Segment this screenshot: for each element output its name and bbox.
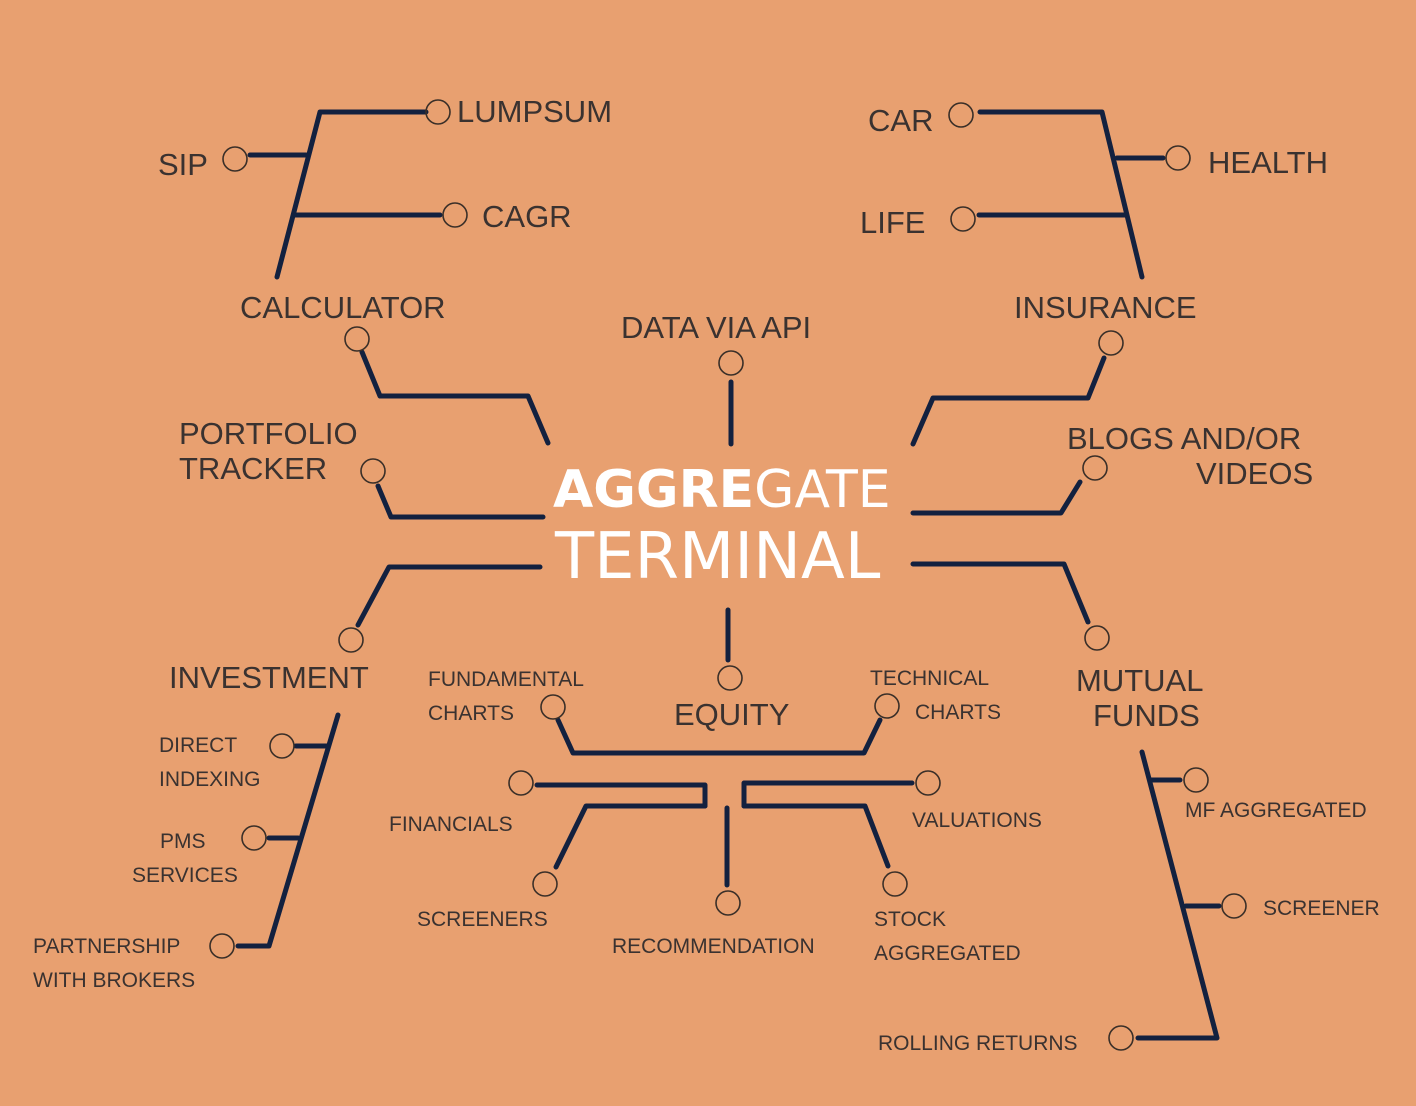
technical-charts-node (874, 693, 900, 719)
financials-label: FINANCIALS (389, 813, 513, 836)
valuations-label: VALUATIONS (912, 809, 1042, 832)
mutual-funds-node (1084, 625, 1110, 651)
portfolio-tracker-branch: PORTFOLIO TRACKER (179, 416, 546, 520)
life-label: LIFE (860, 205, 925, 240)
direct-indexing-label-2: INDEXING (159, 768, 261, 791)
partnership-node (209, 933, 235, 959)
investment-node (338, 627, 364, 653)
fundamental-charts-label-1: FUNDAMENTAL (428, 668, 584, 691)
equity-node (717, 665, 743, 691)
title-line-2: TERMINAL (554, 520, 881, 594)
sip-node (222, 146, 248, 172)
pms-services-label-1: PMS (160, 830, 206, 853)
mutual-funds-label-1: MUTUAL (1076, 663, 1203, 698)
financials-node (508, 770, 534, 796)
car-label: CAR (868, 103, 933, 138)
equity-branch: EQUITY FUNDAMENTAL CHARTS TECHNICAL CHAR… (389, 607, 1042, 965)
financials-connector (534, 782, 708, 809)
health-label: HEALTH (1208, 145, 1328, 180)
calculator-branch: CALCULATOR LUMPSUM SIP CAGR (158, 94, 612, 446)
valuations-connector (741, 780, 915, 809)
mf-aggregated-label: MF AGGREGATED (1185, 799, 1367, 822)
screener-label: SCREENER (1263, 897, 1380, 920)
blogs-videos-connector (910, 479, 1083, 516)
lumpsum-label: LUMPSUM (457, 94, 612, 129)
investment-connector (355, 564, 543, 628)
mutual-funds-stem (1135, 749, 1220, 1041)
rolling-returns-node (1108, 1025, 1134, 1051)
mutual-funds-connector (910, 561, 1091, 625)
pms-services-node (241, 825, 267, 851)
title-line-1: AGGREGATE (553, 460, 891, 520)
valuations-node (915, 770, 941, 796)
car-node (948, 102, 974, 128)
stock-aggregated-label-2: AGGREGATED (874, 942, 1021, 965)
stock-aggregated-label-1: STOCK (874, 908, 946, 931)
blogs-videos-label-1: BLOGS AND/OR (1067, 421, 1301, 456)
partnership-label-2: WITH BROKERS (33, 969, 195, 992)
rolling-returns-label: ROLLING RETURNS (878, 1032, 1078, 1055)
data-via-api-node (718, 350, 744, 376)
mutual-funds-label-2: FUNDS (1093, 698, 1200, 733)
mf-aggregated-node (1183, 767, 1209, 793)
technical-charts-label-2: CHARTS (915, 701, 1001, 724)
direct-indexing-label-1: DIRECT (159, 734, 237, 757)
blogs-videos-label-2: VIDEOS (1196, 456, 1313, 491)
insurance-label: INSURANCE (1014, 290, 1197, 325)
center-title: AGGREGATE TERMINAL (553, 460, 891, 594)
blogs-videos-branch: BLOGS AND/OR VIDEOS (910, 421, 1313, 516)
screener-node (1221, 893, 1247, 919)
portfolio-tracker-node (360, 458, 386, 484)
recommendation-node (715, 890, 741, 916)
insurance-branch: INSURANCE CAR HEALTH LIFE (860, 102, 1328, 447)
fundamental-charts-node (540, 694, 566, 720)
title-light-part: GATE (754, 460, 890, 520)
data-via-api-branch: DATA VIA API (621, 310, 811, 447)
fundamental-charts-label-2: CHARTS (428, 702, 514, 725)
portfolio-tracker-label-2: TRACKER (179, 451, 327, 486)
life-node (950, 206, 976, 232)
recommendation-label: RECOMMENDATION (612, 935, 815, 958)
investment-stem (235, 712, 341, 949)
health-node (1165, 145, 1191, 171)
screeners-connector (553, 803, 708, 870)
screeners-label: SCREENERS (417, 908, 548, 931)
insurance-node (1098, 330, 1124, 356)
insurance-connector (910, 355, 1107, 447)
investment-branch: INVESTMENT DIRECT INDEXING PMS SERVICES … (33, 564, 543, 992)
stock-aggregated-connector (741, 803, 891, 869)
insurance-stem (977, 109, 1145, 280)
cagr-label: CAGR (482, 199, 572, 234)
cagr-node (442, 202, 468, 228)
data-via-api-label: DATA VIA API (621, 310, 811, 345)
portfolio-tracker-connector (375, 483, 546, 520)
calculator-label: CALCULATOR (240, 290, 446, 325)
calculator-stem (274, 109, 429, 280)
charts-bar (555, 717, 883, 756)
partnership-label-1: PARTNERSHIP (33, 935, 180, 958)
sip-label: SIP (158, 147, 208, 182)
equity-label: EQUITY (674, 697, 789, 732)
title-bold-part: AGGRE (553, 460, 754, 520)
portfolio-tracker-label-1: PORTFOLIO (179, 416, 358, 451)
direct-indexing-node (269, 733, 295, 759)
technical-charts-label-1: TECHNICAL (870, 667, 989, 690)
calculator-node (344, 326, 370, 352)
calculator-connector (359, 349, 551, 446)
lumpsum-node (425, 99, 451, 125)
mutual-funds-branch: MUTUAL FUNDS MF AGGREGATED SCREENER ROLL… (878, 561, 1380, 1055)
pms-services-label-2: SERVICES (132, 864, 238, 887)
stock-aggregated-node (882, 871, 908, 897)
blogs-videos-node (1082, 455, 1108, 481)
screeners-node (532, 871, 558, 897)
investment-label: INVESTMENT (169, 660, 369, 695)
